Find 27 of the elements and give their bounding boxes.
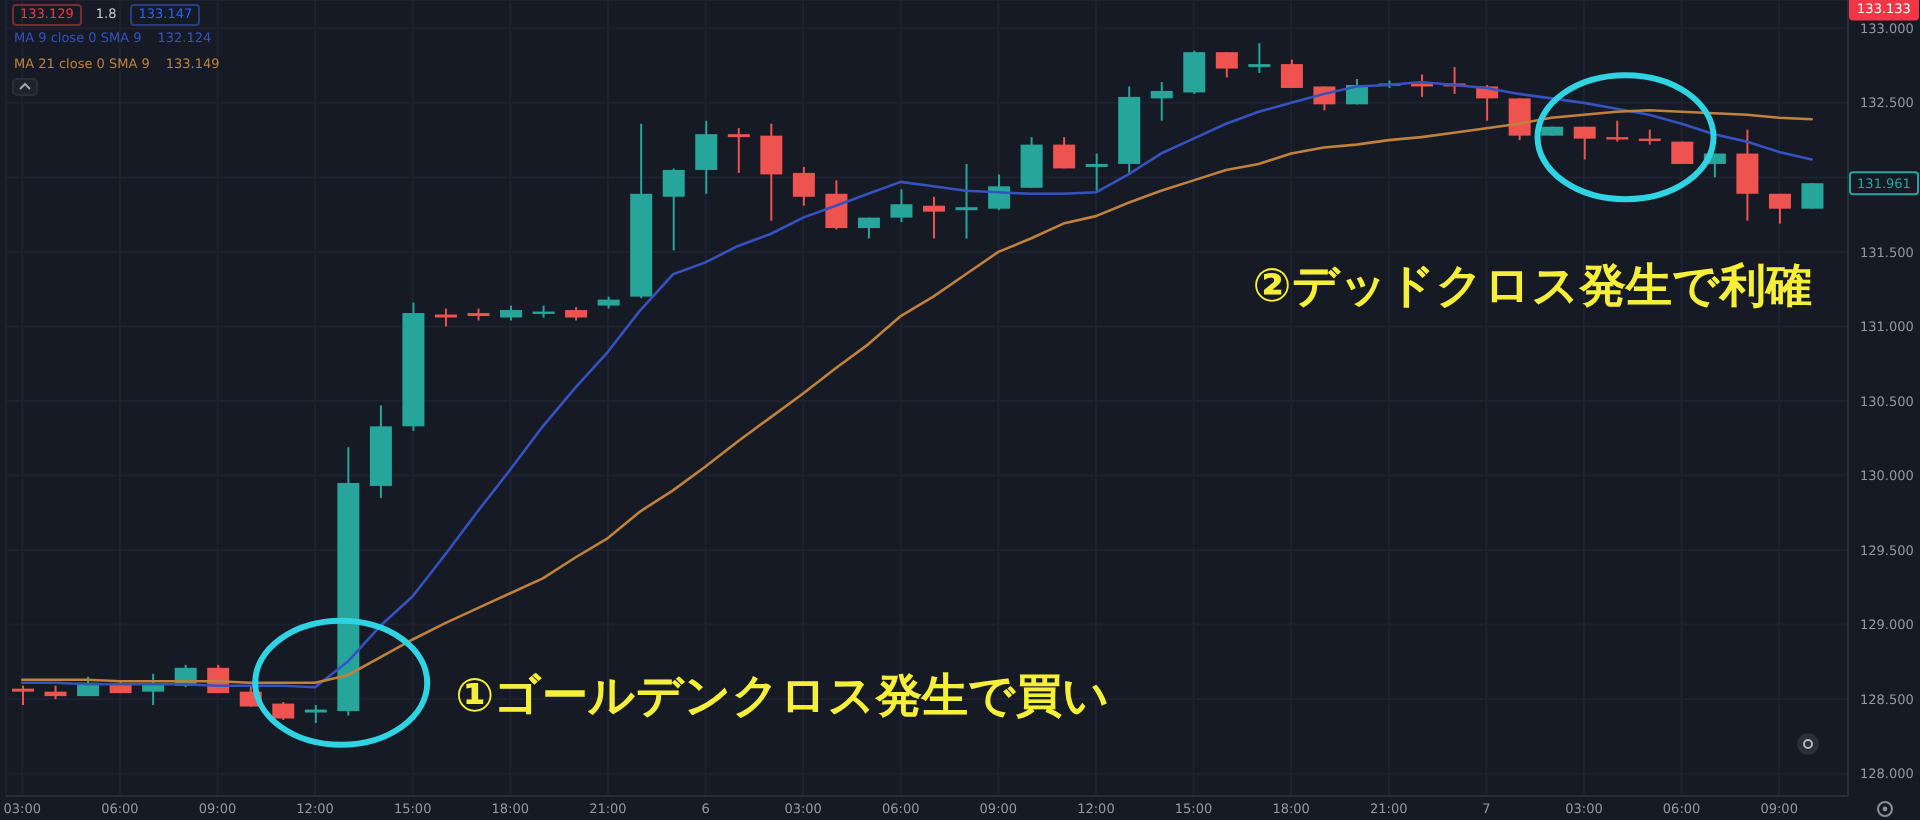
candlestick [1280, 58, 1303, 89]
candlestick [1053, 136, 1076, 170]
candlestick [1183, 49, 1206, 95]
candlestick [988, 173, 1011, 212]
candlestick [923, 195, 945, 240]
candlestick [1020, 136, 1043, 189]
candlestick [662, 167, 685, 252]
candlestick [955, 162, 978, 240]
candlestick [792, 165, 815, 207]
candlestick [1768, 192, 1791, 225]
annotation: ①ゴールデンクロス発生で買い [455, 670, 1111, 723]
candlestick [1085, 152, 1108, 192]
candlestick [1150, 80, 1173, 122]
candlestick [1215, 51, 1238, 79]
candlestick [1573, 125, 1596, 161]
candlestick [1801, 182, 1824, 210]
candlestick [1248, 42, 1271, 75]
candlestick [695, 119, 718, 195]
candlestick [12, 684, 34, 707]
candlestick [890, 188, 913, 224]
candlestick [1508, 97, 1531, 142]
candlestick [1606, 119, 1629, 143]
candlestick [1736, 128, 1759, 222]
candlestick [825, 179, 848, 231]
candlestick [727, 127, 750, 174]
annotation: ②デッドクロス発生で利確 [1252, 261, 1812, 314]
candlestick [760, 122, 783, 222]
